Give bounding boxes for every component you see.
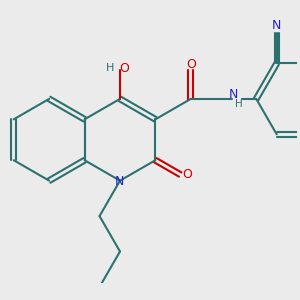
Text: H: H — [106, 63, 114, 73]
Text: O: O — [182, 168, 192, 181]
Text: N: N — [272, 19, 281, 32]
Text: O: O — [119, 62, 129, 75]
Text: H: H — [235, 99, 243, 109]
Text: N: N — [115, 175, 124, 188]
Text: O: O — [186, 58, 196, 70]
Text: N: N — [229, 88, 239, 101]
